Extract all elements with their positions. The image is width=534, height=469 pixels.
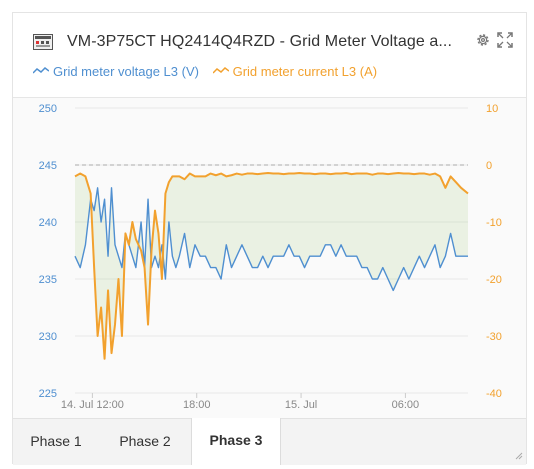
y-right-tick-label: -20 xyxy=(486,274,502,286)
legend-voltage-marker xyxy=(33,67,49,74)
chart-legend: Grid meter voltage L3 (V) Grid meter cur… xyxy=(33,63,387,79)
y-left-tick-label: 240 xyxy=(39,217,57,229)
line-chart[interactable]: 225 230 235 240 245 250 -40 -30 -20 -10 0 10 14. Jul… xyxy=(13,98,528,420)
x-tick-label: 15. Jul xyxy=(285,399,317,411)
tab-phase-2[interactable]: Phase 2 xyxy=(119,433,171,449)
x-tick-label: 06:00 xyxy=(392,399,420,411)
y-right-tick-label: -40 xyxy=(486,388,502,400)
plot-area[interactable]: 225 230 235 240 245 250 -40 -30 -20 -10 0 10 14. Jul… xyxy=(13,97,526,420)
y-right-tick-label: -10 xyxy=(486,217,502,229)
legend-current-label: Grid meter current L3 (A) xyxy=(232,63,378,79)
difference-area xyxy=(75,172,468,359)
gear-icon[interactable] xyxy=(475,32,491,48)
legend-item-current[interactable]: Grid meter current L3 (A) xyxy=(212,63,378,79)
resize-handle-icon[interactable] xyxy=(515,452,523,460)
current-series-line xyxy=(74,171,469,360)
x-tick-label: 14. Jul 12:00 xyxy=(61,399,124,411)
x-tick-label: 18:00 xyxy=(183,399,211,411)
legend-voltage-label: Grid meter voltage L3 (V) xyxy=(53,63,199,79)
chart-widget: VM-3P75CT HQ2414Q4RZD - Grid Meter Volta… xyxy=(12,12,527,465)
y-left-tick-label: 245 xyxy=(39,160,57,172)
y-left-tick-label: 235 xyxy=(39,274,57,286)
y-right-tick-label: 0 xyxy=(486,160,492,172)
widget-title: VM-3P75CT HQ2414Q4RZD - Grid Meter Volta… xyxy=(67,33,452,50)
widget-header: VM-3P75CT HQ2414Q4RZD - Grid Meter Volta… xyxy=(13,13,526,97)
tab-phase-3[interactable]: Phase 3 xyxy=(191,418,281,465)
legend-current-marker xyxy=(212,67,229,74)
y-left-tick-label: 250 xyxy=(39,103,57,115)
expand-icon[interactable] xyxy=(497,32,513,48)
phase-tabs: Phase 1 Phase 2 Phase 3 xyxy=(13,418,526,465)
meter-icon xyxy=(33,34,53,50)
y-right-tick-label: 10 xyxy=(486,103,498,115)
y-right-tick-label: -30 xyxy=(486,331,502,343)
y-left-tick-label: 225 xyxy=(39,388,57,400)
legend-item-voltage[interactable]: Grid meter voltage L3 (V) xyxy=(33,64,199,79)
y-left-tick-label: 230 xyxy=(39,331,57,343)
tab-phase-1[interactable]: Phase 1 xyxy=(30,433,82,449)
